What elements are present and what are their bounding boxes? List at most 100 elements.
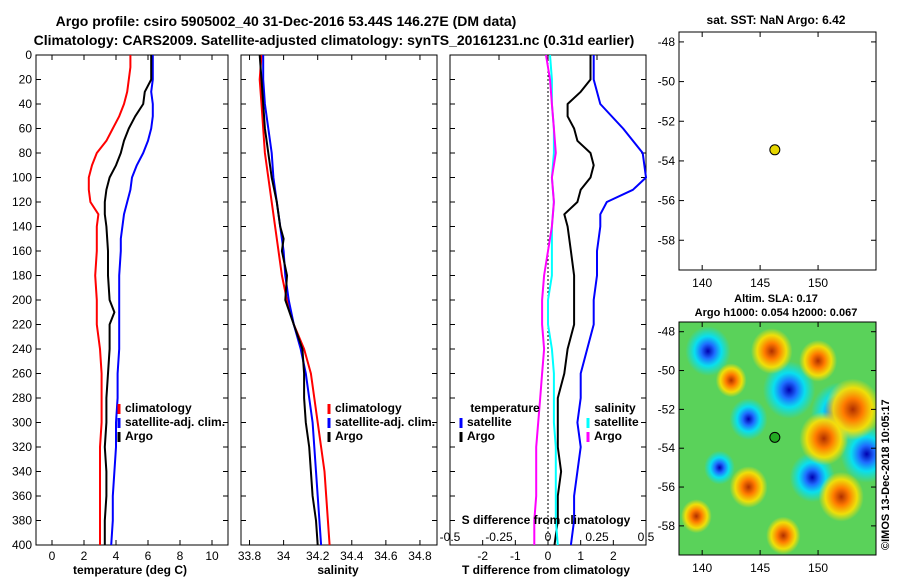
difference-xtick-label: 1: [577, 549, 584, 563]
difference-legend-title-salinity: salinity: [594, 401, 636, 415]
sla-low-blob: [729, 398, 768, 440]
difference-top-xtick-label: 0: [545, 530, 552, 544]
depth-tick-label: 160: [12, 244, 32, 258]
sla-map-panel: 140 145 150 -48 -50 -52 -54 -56 -58: [658, 321, 877, 575]
salinity-xtick-label: 34.2: [306, 549, 330, 563]
sla-map-ytick-label: -56: [658, 480, 676, 494]
salinity-xtick-label: 34.8: [408, 549, 432, 563]
salinity-xtick-label: 34: [277, 549, 291, 563]
depth-tick-label: 240: [12, 342, 32, 356]
depth-tick-label: 340: [12, 465, 32, 479]
salinity-xtick-label: 33.8: [238, 549, 262, 563]
difference-panel: -2 -1 0 1 2-0.5 -0.25 0 0.25 0.5temperaturesatel…: [440, 54, 655, 563]
depth-tick-label: 180: [12, 269, 32, 283]
depth-tick-label: 200: [12, 293, 32, 307]
temperature-xtick-label: 8: [177, 549, 184, 563]
difference-top-xtick-label: -0.25: [485, 530, 513, 544]
depth-tick-label: 20: [19, 73, 33, 87]
title-line-2: Climatology: CARS2009. Satellite-adjuste…: [34, 32, 635, 48]
difference-legend-title-temperature: temperature: [470, 401, 540, 415]
difference-temperature-legend-label: satellite: [467, 415, 512, 429]
series-line-climatology: [87, 55, 132, 545]
depth-tick-label: 220: [12, 318, 32, 332]
temperature-xtick-label: 10: [205, 549, 219, 563]
sla-high-blob: [766, 516, 801, 555]
difference-temperature-legend-label: Argo: [467, 429, 495, 443]
sst-map-xtick-label: 140: [692, 276, 712, 290]
sla-high-blob: [729, 466, 768, 508]
series-line-temperature-argo: [553, 55, 595, 546]
sla-high-blob: [818, 471, 864, 522]
sla-title-line-1: Altim. SLA: 0.17: [734, 293, 818, 305]
depth-tick-label: 300: [12, 416, 32, 430]
depth-tick-label: 380: [12, 514, 32, 528]
temperature-xtick-label: 2: [81, 549, 88, 563]
sla-field: [679, 322, 876, 555]
sst-map-ytick-label: -52: [658, 114, 676, 128]
sla-map-ytick-label: -58: [658, 519, 676, 533]
difference-salinity-legend-label: satellite: [594, 415, 639, 429]
sla-map-xtick-label: 150: [808, 561, 828, 575]
depth-tick-label: 100: [12, 171, 32, 185]
sla-map-xtick-label: 145: [750, 561, 770, 575]
sla-high-blob: [799, 411, 849, 466]
series-line-argo: [103, 55, 153, 545]
title-line-1: Argo profile: csiro 5905002_40 31-Dec-20…: [56, 13, 517, 29]
depth-tick-label: 280: [12, 391, 32, 405]
sst-map-title: sat. SST: NaN Argo: 6.42: [707, 13, 846, 27]
sla-high-blob: [750, 328, 793, 375]
depth-tick-label: 80: [19, 146, 33, 160]
temperature-xtick-label: 6: [145, 549, 152, 563]
salinity-legend-label: satellite-adj. clim.: [335, 415, 435, 429]
watermark: ©IMOS 13-Dec-2018 10:05:17: [880, 399, 892, 550]
sla-title-line-2: Argo h1000: 0.054 h2000: 0.067: [695, 307, 858, 319]
salinity-xtick-label: 34.6: [374, 549, 398, 563]
temperature-legend-label: satellite-adj. clim.: [125, 415, 225, 429]
temperature-panel: 0204060801001201401601802002202402602803…: [12, 48, 229, 563]
sla-map-ytick-label: -48: [658, 325, 676, 339]
difference-xtick-label: 0: [545, 549, 552, 563]
depth-tick-label: 0: [25, 48, 32, 62]
depth-tick-label: 60: [19, 122, 33, 136]
depth-tick-label: 360: [12, 489, 32, 503]
sst-map-ytick-label: -50: [658, 75, 676, 89]
argo-position-marker: [769, 431, 781, 443]
difference-xtick-label: -1: [510, 549, 521, 563]
sst-map-frame: [678, 31, 877, 271]
depth-tick-label: 140: [12, 220, 32, 234]
temperature-xlabel: temperature (deg C): [73, 563, 187, 577]
argo-position-marker: [769, 144, 781, 156]
salinity-xtick-label: 34.4: [340, 549, 364, 563]
difference-xtick-label: 2: [610, 549, 617, 563]
sla-map-frame: [678, 321, 877, 556]
temperature-xtick-label: 0: [49, 549, 56, 563]
series-line-satellite-adj-clim-: [262, 55, 323, 546]
difference-top-xtick-label: -0.5: [440, 530, 461, 544]
salinity-panel: 33.8 34 34.2 34.4 34.6 34.8 climatologysatelli…: [238, 54, 438, 563]
series-line-salinity-argo: [533, 54, 557, 545]
difference-xtick-label: -2: [477, 549, 488, 563]
sla-map-ytick-label: -54: [658, 441, 676, 455]
sla-map-xtick-label: 140: [692, 561, 712, 575]
depth-tick-label: 120: [12, 195, 32, 209]
sst-map-ytick-label: -56: [658, 194, 676, 208]
temperature-frame: [35, 54, 229, 546]
salinity-legend-label: Argo: [335, 429, 363, 443]
difference-xlabel: T difference from climatology: [462, 563, 630, 577]
sla-map-ytick-label: -52: [658, 402, 676, 416]
sla-high-blob: [715, 363, 747, 398]
series-line-argo: [258, 54, 319, 546]
depth-tick-label: 40: [19, 97, 33, 111]
sla-map-ytick-label: -50: [658, 364, 676, 378]
salinity-xlabel: salinity: [317, 563, 359, 577]
depth-tick-label: 400: [12, 538, 32, 552]
salinity-frame: [240, 54, 438, 546]
sla-high-blob: [680, 499, 712, 534]
temperature-legend-label: climatology: [125, 401, 192, 415]
temperature-legend-label: Argo: [125, 429, 153, 443]
sla-low-blob: [762, 361, 816, 419]
depth-tick-label: 320: [12, 440, 32, 454]
series-line-temperature-satellite: [569, 55, 647, 546]
salinity-legend-label: climatology: [335, 401, 402, 415]
series-line-climatology: [258, 54, 331, 546]
